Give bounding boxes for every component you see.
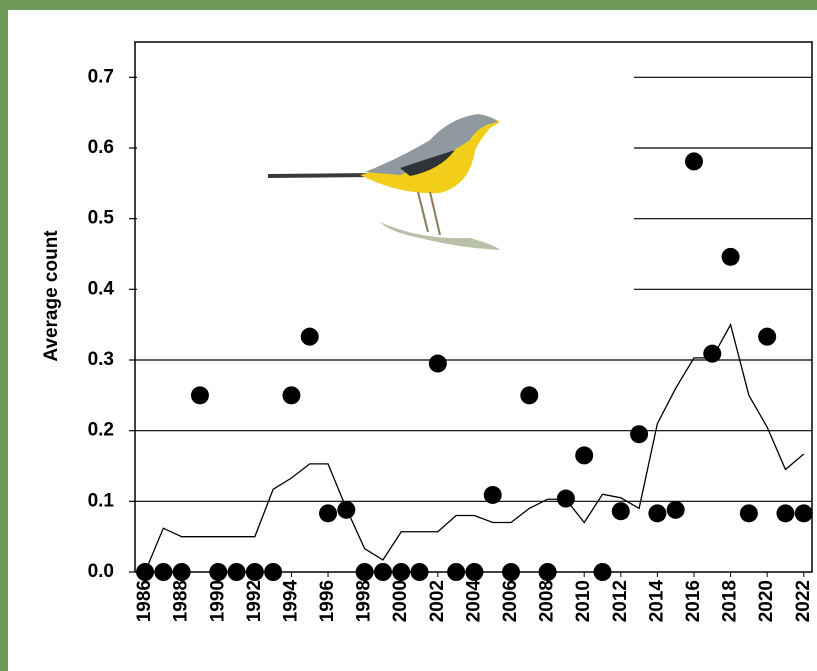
y-tick-label: 0.2 [88, 420, 114, 441]
y-axis-label: Average count [41, 230, 62, 362]
data-point [648, 504, 667, 523]
data-point [666, 500, 685, 519]
data-point [721, 247, 740, 266]
x-tick-label: 2014 [646, 580, 667, 623]
data-point [739, 504, 758, 523]
data-point [355, 563, 374, 581]
y-tick-label: 0.3 [88, 349, 114, 370]
data-point [410, 563, 429, 581]
x-tick-label: 2022 [793, 580, 814, 622]
data-point [264, 563, 283, 581]
data-point [154, 563, 173, 581]
trend-line [144, 322, 805, 573]
x-tick-label: 2010 [573, 580, 594, 622]
bird-illustration [267, 114, 500, 250]
x-tick-label: 2018 [720, 580, 741, 622]
x-tick-label: 2008 [537, 580, 558, 622]
x-tick-label: 2006 [500, 580, 521, 622]
data-point [447, 563, 466, 581]
data-point [593, 563, 612, 581]
data-point [556, 489, 575, 508]
data-point [209, 563, 228, 581]
data-point [373, 563, 392, 581]
y-tick-label: 0.7 [88, 66, 114, 87]
data-point [520, 386, 539, 405]
data-point [465, 563, 484, 581]
data-point [684, 152, 703, 171]
data-point [630, 425, 649, 444]
x-tick-label: 2020 [756, 580, 777, 622]
x-tick-label: 2004 [463, 580, 484, 623]
y-tick-label: 0.0 [88, 561, 114, 582]
x-tick-label: 1996 [317, 580, 338, 622]
data-point [776, 504, 795, 523]
data-point [319, 504, 338, 523]
data-point [758, 327, 777, 346]
x-tick-label: 1998 [354, 580, 375, 622]
x-tick-label: 1994 [280, 580, 301, 623]
y-tick-label: 0.6 [88, 137, 114, 158]
data-point [483, 485, 502, 504]
x-tick-label: 1988 [171, 580, 192, 622]
x-tick-label: 2016 [683, 580, 704, 622]
data-point [282, 386, 301, 405]
data-point [392, 563, 411, 581]
y-tick-label: 0.5 [88, 208, 115, 229]
x-tick-label: 2012 [610, 580, 631, 622]
data-point [428, 354, 447, 373]
data-point [575, 446, 594, 465]
data-point [172, 563, 191, 581]
data-point [190, 386, 209, 405]
x-tick-label: 1986 [134, 580, 155, 622]
y-tick-label: 0.4 [88, 278, 115, 299]
data-point [794, 504, 813, 523]
x-tick-label: 2002 [427, 580, 448, 622]
data-point [611, 502, 630, 521]
x-tick-label: 1990 [207, 580, 228, 622]
data-point [502, 563, 521, 581]
data-point [300, 327, 319, 346]
data-point [538, 563, 557, 581]
x-tick-label: 1992 [244, 580, 265, 622]
x-tick-label: 2000 [390, 580, 411, 622]
data-point [245, 563, 264, 581]
data-point [227, 563, 246, 581]
y-tick-label: 0.1 [88, 490, 115, 511]
